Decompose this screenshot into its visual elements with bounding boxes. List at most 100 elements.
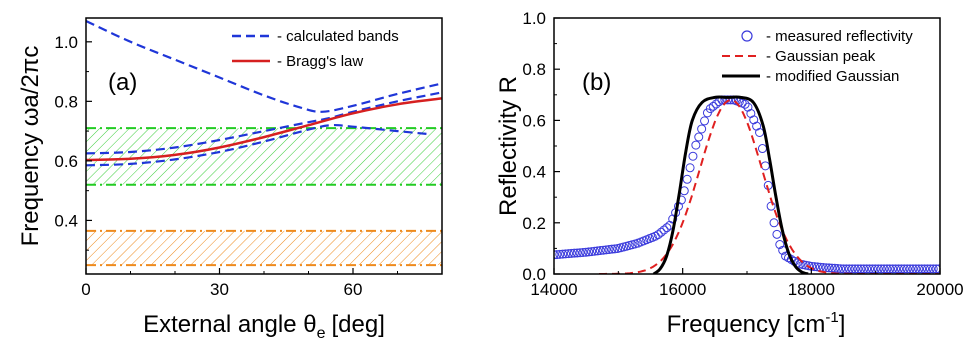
measured-point (697, 124, 707, 134)
measured-point (569, 248, 579, 258)
measured-point (812, 262, 822, 272)
measured-point (824, 263, 834, 273)
legend-a-label-2: - Bragg's law (277, 53, 363, 70)
measured-point (925, 264, 935, 274)
measured-point (873, 264, 883, 274)
measured-point (662, 223, 672, 233)
legend-a: - calculated bands - Bragg's law (232, 28, 399, 70)
measured-point (885, 264, 895, 274)
measured-point (905, 264, 915, 274)
measured-point (839, 264, 848, 274)
measured-point (896, 264, 906, 274)
measured-point (566, 248, 576, 258)
measured-point (888, 264, 898, 274)
measured-point (592, 246, 602, 256)
legend-b: - measured reflectivity - Gaussian peak - … (722, 28, 913, 85)
measured-point (922, 264, 932, 274)
measured-point (867, 264, 877, 274)
y-tick-label-b: 0.2 (522, 214, 546, 233)
legend-b-label-2: - Gaussian peak (766, 48, 876, 65)
measured-point (601, 245, 611, 255)
series-group-b (554, 95, 940, 274)
x-tick-label-b: 14000 (530, 280, 577, 299)
measured-point (853, 264, 863, 274)
measured-point (590, 246, 600, 256)
measured-point (587, 247, 597, 257)
measured-point (833, 263, 843, 273)
measured-point (705, 104, 715, 114)
measured-point (894, 264, 904, 274)
y-tick-label-b: 0.4 (522, 163, 546, 182)
y-axis-label-a: Frequency ωa/2πc (17, 46, 44, 247)
measured-point (917, 264, 927, 274)
measured-point (847, 264, 857, 274)
measured-point (700, 116, 710, 126)
measured-point (844, 264, 854, 274)
measured-point (827, 263, 837, 273)
measured-point (581, 247, 591, 257)
y-tick-label-b: 0.8 (522, 60, 546, 79)
panel-label-a: (a) (108, 69, 137, 96)
series-line-a-2 (86, 91, 442, 155)
series-line-modified-gaussian (652, 95, 809, 274)
y-tick-label-b: 0.6 (522, 111, 546, 130)
x-tick-label-a: 0 (81, 280, 90, 299)
measured-point (561, 249, 571, 259)
x-axis-label-b-main: Frequency [cm (667, 311, 826, 338)
x-axis-label-b-sup: -1 (825, 309, 838, 326)
y-tick-label-a: 0.4 (54, 211, 78, 230)
measured-point (575, 248, 585, 258)
y-tick-label-b: 0.0 (522, 265, 546, 284)
x-axis-label-b-close: ] (839, 311, 846, 338)
y-axis-label-b: Reflectivity R (495, 76, 522, 216)
measured-point (920, 264, 930, 274)
y-tick-label-a: 1.0 (54, 33, 78, 52)
legend-b-label-1: - measured reflectivity (766, 28, 913, 45)
series-line-a-4 (86, 97, 442, 162)
plot-frame-b (553, 17, 941, 275)
measured-point (685, 163, 695, 173)
series-line-gaussian (599, 98, 939, 274)
measured-point (610, 244, 620, 254)
measured-point (760, 161, 770, 171)
measured-point (891, 264, 901, 274)
measured-point (607, 244, 617, 254)
measured-point (688, 151, 698, 161)
x-axis-label-a-unit: [deg] (331, 311, 384, 338)
measured-point (928, 264, 938, 274)
x-tick-label-b: 16000 (659, 280, 706, 299)
measured-point (595, 246, 605, 256)
measured-point (911, 264, 921, 274)
x-axis-label-a-main: External angle θ (143, 311, 316, 338)
measured-point (757, 144, 767, 154)
x-tick-label-b: 18000 (788, 280, 835, 299)
y-tick-label-a: 0.6 (54, 152, 78, 171)
legend-a-label-1: - calculated bands (277, 28, 399, 45)
measured-point (850, 264, 860, 274)
x-axis-label-b: Frequency [cm-1] (667, 309, 846, 338)
measured-point (572, 248, 582, 258)
measured-point (902, 264, 912, 274)
measured-point (862, 264, 872, 274)
measured-point (604, 245, 614, 255)
measured-point (804, 261, 814, 271)
measured-point (584, 247, 594, 257)
x-axis-label-a: External angle θe [deg] (143, 311, 385, 339)
measured-point (899, 264, 909, 274)
measured-point (775, 240, 785, 250)
measured-point (876, 264, 886, 274)
ticks-b: 14000 16000 18000 20000 0.0 0.2 0.4 0.6 0.8 1.0 (522, 9, 963, 299)
measured-point (563, 249, 573, 259)
y-tick-label-b: 1.0 (522, 9, 546, 28)
measured-point (856, 264, 866, 274)
measured-point (882, 264, 892, 274)
measured-point (740, 99, 750, 109)
panel-b: 14000 16000 18000 20000 0.0 0.2 0.4 0.6 0.8 1.0 (… (495, 9, 964, 338)
series-line-a-3 (86, 123, 429, 167)
panel-a: 0 30 60 0.4 0.6 0.8 1.0 (a) - calculated bands… (17, 17, 443, 339)
measured-point (879, 264, 889, 274)
measured-point (578, 247, 588, 257)
measured-point (859, 264, 869, 274)
legend-b-swatch-1 (741, 30, 753, 42)
measured-point (766, 201, 776, 211)
